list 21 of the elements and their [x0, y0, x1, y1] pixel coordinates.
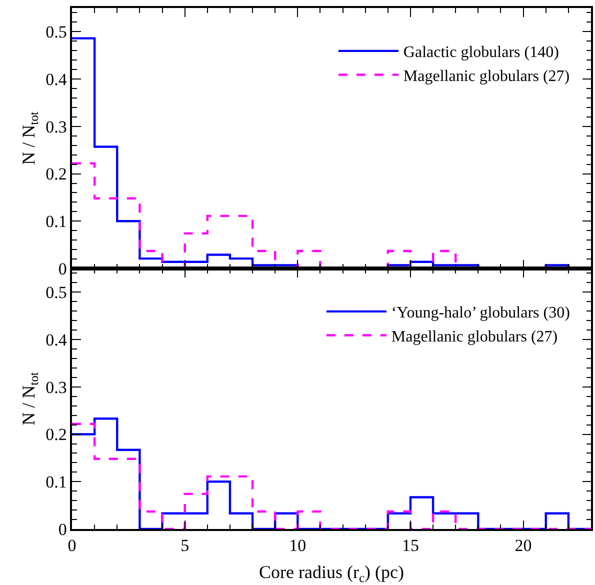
y-tick-label: 0.1: [46, 472, 67, 492]
x-axis-title: Core radius (r$_{c}$) (pc): [258, 562, 404, 585]
x-tick-label: 10: [289, 536, 306, 556]
y-tick-label: 0: [58, 259, 67, 278]
x-tick-label: 15: [402, 536, 419, 556]
y-tick-label: 0.2: [46, 425, 67, 444]
x-tick-label: 20: [514, 536, 532, 556]
y-tick-label: 0.4: [46, 70, 68, 89]
y-tick-label: 0: [58, 520, 67, 539]
y-tick-label: 0.5: [46, 22, 67, 42]
legend-label: ‘Young-halo’ globulars (30): [391, 304, 570, 322]
legend-label: Magellanic globulars (27): [403, 68, 570, 85]
y-tick-label: 0.5: [46, 283, 67, 302]
y-tick-label: 0.3: [46, 378, 67, 397]
legend-label: Galactic globulars (140): [403, 44, 559, 62]
y-tick-label: 0.3: [46, 117, 67, 136]
y-tick-label: 0.2: [46, 164, 67, 184]
x-tick-label: 5: [180, 536, 190, 556]
y-tick-label: 0.1: [46, 212, 67, 232]
y-tick-label: 0.4: [46, 330, 68, 350]
legend-label: Magellanic globulars (27): [391, 328, 558, 346]
